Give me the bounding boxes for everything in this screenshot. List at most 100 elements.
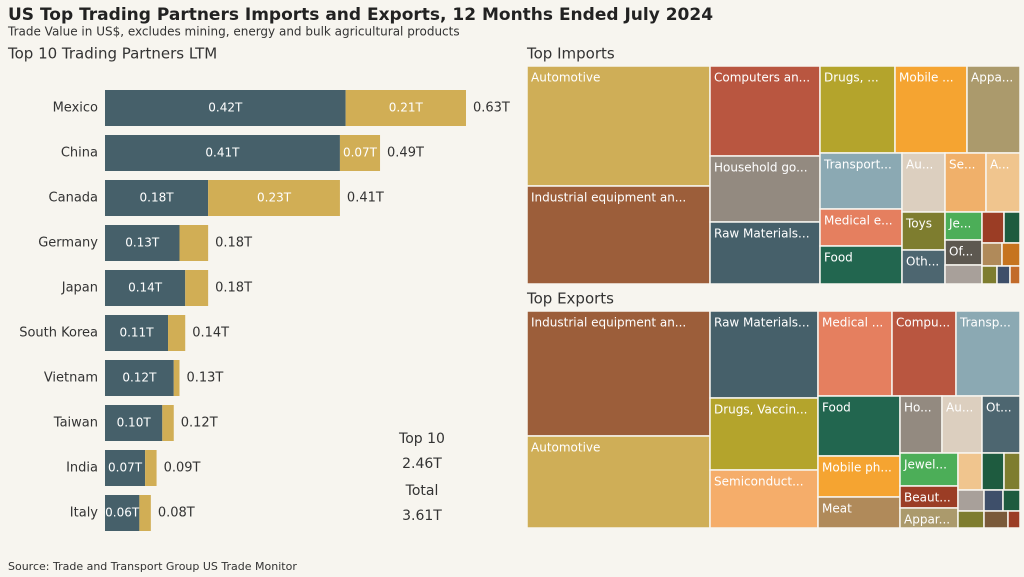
treemap-label: Computers an...	[714, 71, 810, 85]
bar-segment	[339, 135, 381, 171]
treemap-label: Medical e...	[824, 214, 893, 228]
bar-segment	[105, 180, 209, 216]
treemap-cell	[944, 264, 983, 285]
treemap-cell	[526, 310, 711, 437]
treemap-label: Automotive	[531, 441, 600, 455]
treemap-label: Appa...	[971, 71, 1013, 85]
treemap-cell	[819, 208, 903, 247]
treemap-label: Meat	[822, 502, 852, 516]
treemap-label: Au...	[906, 158, 933, 172]
segment-label: 0.41T	[205, 146, 240, 160]
treemap-label: Raw Materials...	[714, 227, 810, 241]
segment-label: 0.07T	[108, 461, 143, 475]
segment-label: 0.14T	[128, 281, 163, 295]
treemap-label: Drugs, Vaccin...	[714, 403, 808, 417]
treemap-cell	[526, 65, 711, 187]
treemap-label: Semiconduct...	[714, 475, 804, 489]
category-label: Japan	[61, 281, 98, 296]
total-label: 0.18T	[215, 281, 252, 296]
treemap-cell	[709, 310, 819, 399]
treemap-label: Raw Materials...	[714, 316, 810, 330]
bar-segment	[145, 450, 157, 486]
bar-segment	[105, 405, 163, 441]
subtitle: Trade Value in US$, excludes mining, ene…	[7, 25, 460, 39]
imports-title: Top Imports	[526, 45, 615, 63]
treemap-cell	[1002, 489, 1021, 512]
exports-title: Top Exports	[526, 290, 614, 308]
treemap-label: Ho...	[904, 401, 932, 415]
treemap-cell	[819, 152, 903, 210]
segment-label: 0.10T	[117, 416, 152, 430]
bar-segment	[208, 180, 340, 216]
treemap-cell	[981, 211, 1005, 244]
treemap-label: Jewel...	[903, 458, 947, 472]
treemap-cell	[1003, 211, 1021, 244]
treemap-label: Medical ...	[822, 316, 883, 330]
treemap-cell	[1001, 242, 1021, 267]
total-label: 0.14T	[192, 326, 229, 341]
category-label: Canada	[49, 191, 98, 206]
treemap-cell	[526, 435, 711, 529]
segment-label: 0.42T	[208, 101, 243, 115]
treemap-cell	[709, 65, 821, 157]
bar-segment	[105, 270, 186, 306]
treemap-label: Industrial equipment an...	[531, 316, 686, 330]
total-label: 0.08T	[158, 506, 195, 521]
segment-label: 0.13T	[125, 236, 160, 250]
segment-label: 0.07T	[343, 146, 378, 160]
treemap-label: Automotive	[531, 71, 600, 85]
category-label: South Korea	[19, 326, 98, 341]
bar-segment	[185, 270, 209, 306]
category-label: China	[61, 146, 98, 161]
treemap-label: Compu...	[896, 316, 950, 330]
category-label: Italy	[70, 506, 99, 521]
treemap-cell	[981, 242, 1003, 267]
treemap-label: Toys	[905, 217, 932, 231]
treemap-cell	[944, 152, 987, 213]
treemap-cell	[985, 152, 1021, 213]
treemap-label: Se...	[949, 158, 975, 172]
bar-segment	[173, 360, 180, 396]
treemap-cell	[981, 265, 998, 285]
treemap-label: Of...	[949, 245, 973, 259]
total-label: 0.13T	[186, 371, 223, 386]
treemap-label: Appar...	[904, 513, 950, 527]
annotation: Total	[405, 483, 439, 499]
treemap-label: A...	[990, 158, 1009, 172]
treemap-cell	[1009, 265, 1021, 285]
treemap-cell	[1003, 452, 1021, 491]
treemap-cell	[819, 245, 903, 285]
treemap-cell	[817, 455, 901, 498]
treemap-cell	[981, 452, 1005, 491]
segment-label: 0.11T	[119, 326, 154, 340]
category-label: India	[66, 461, 98, 476]
bar-segment	[162, 405, 174, 441]
total-label: 0.49T	[387, 146, 424, 161]
total-label: 0.41T	[347, 191, 384, 206]
treemap-label: Household go...	[714, 161, 808, 175]
treemap-cell	[709, 221, 821, 285]
treemap-label: Beaut...	[904, 491, 951, 505]
treemap-cell	[1007, 510, 1021, 529]
bar-segment	[105, 495, 140, 531]
bar-segment	[105, 90, 346, 126]
treemap-label: Je...	[948, 217, 971, 231]
bar-segment	[105, 135, 340, 171]
bar-chart-title: Top 10 Trading Partners LTM	[7, 45, 217, 63]
category-label: Germany	[38, 236, 98, 251]
segment-label: 0.12T	[122, 371, 157, 385]
bar-segment	[345, 90, 466, 126]
treemap-cell	[894, 65, 968, 154]
bar-segment	[179, 225, 209, 261]
treemap-label: Drugs, ...	[824, 71, 879, 85]
treemap-label: Mobile ...	[899, 71, 954, 85]
treemap-cell	[901, 152, 946, 213]
treemap-label: Food	[822, 401, 851, 415]
bar-segment	[105, 225, 180, 261]
segment-label: 0.23T	[257, 191, 292, 205]
treemap-cell	[957, 452, 983, 491]
total-label: 0.18T	[215, 236, 252, 251]
treemap-label: Transport...	[823, 158, 892, 172]
treemap-cell	[983, 489, 1004, 512]
